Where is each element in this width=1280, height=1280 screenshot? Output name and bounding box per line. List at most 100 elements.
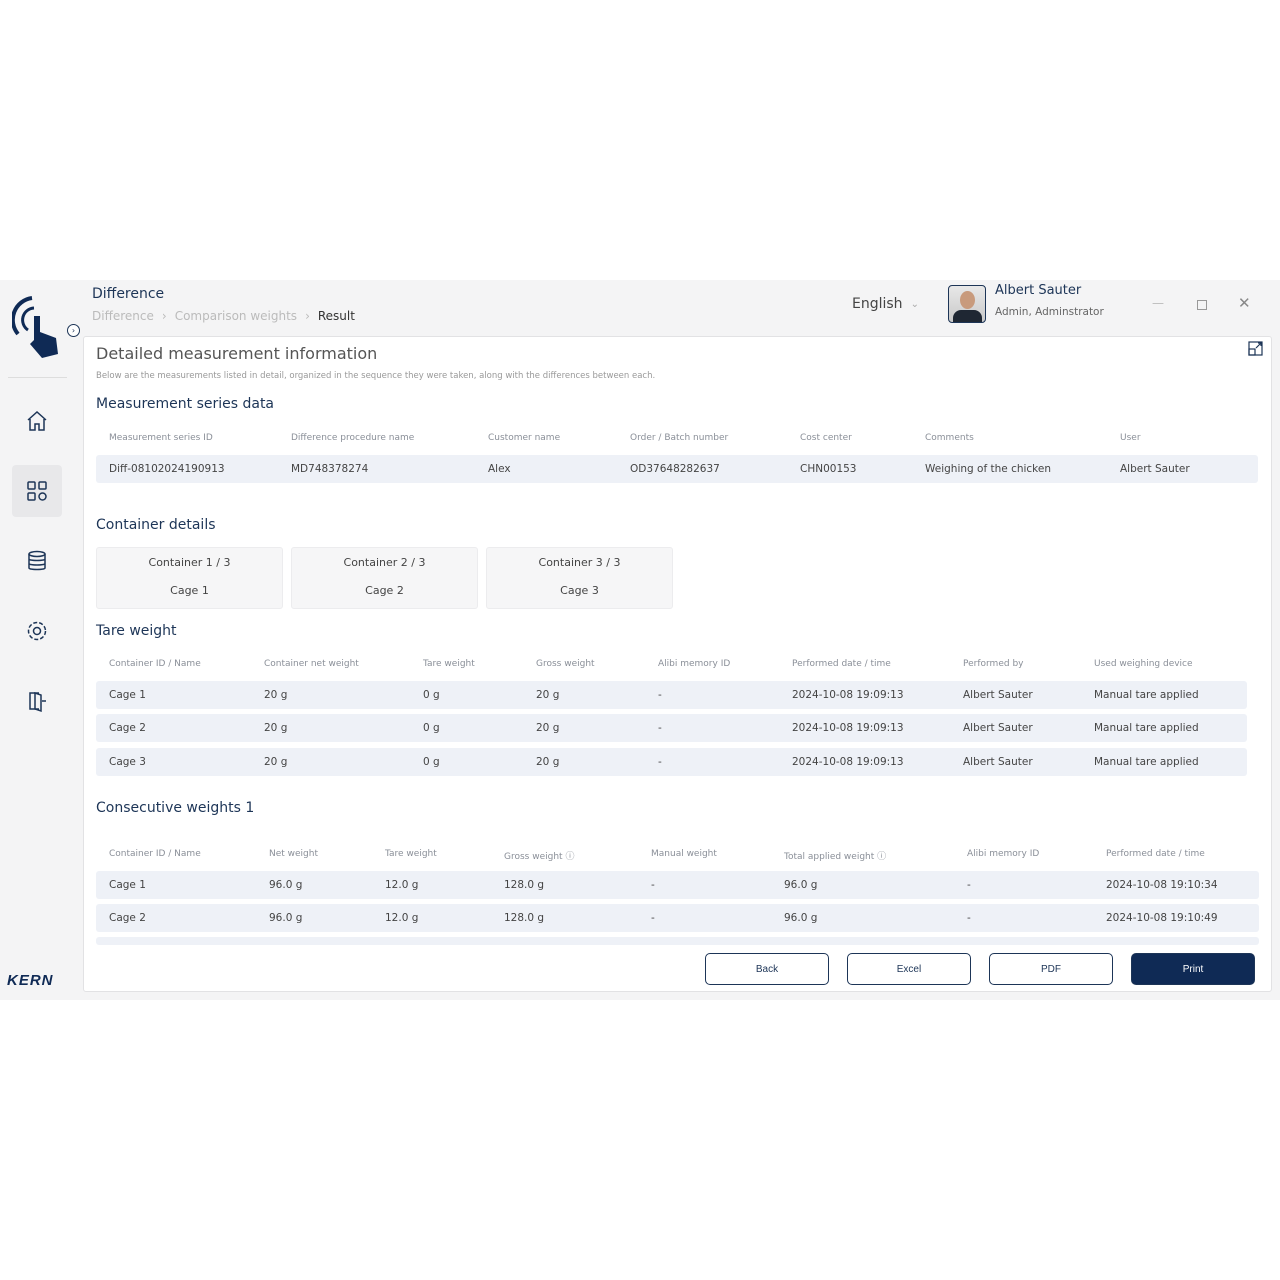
container-label: Container 2 / 3 xyxy=(343,556,426,569)
column-header: Manual weight xyxy=(651,849,717,859)
chevron-right-icon: › xyxy=(305,309,310,323)
table-cell: - xyxy=(967,912,971,924)
settings-icon xyxy=(27,621,47,641)
page-subtitle: Below are the measurements listed in det… xyxy=(96,371,656,381)
home-icon xyxy=(27,410,47,431)
minimize-button[interactable]: — xyxy=(1152,296,1164,310)
language-label: English xyxy=(852,296,903,312)
table-cell: - xyxy=(658,722,662,734)
table-cell: 2024-10-08 19:09:13 xyxy=(792,722,904,734)
table-cell: Cage 2 xyxy=(109,722,146,734)
close-button[interactable]: ✕ xyxy=(1238,294,1251,312)
table-cell: 20 g xyxy=(264,756,288,768)
column-header: Order / Batch number xyxy=(630,433,729,443)
back-button[interactable]: Back xyxy=(705,953,829,985)
table-cell: OD37648282637 xyxy=(630,463,720,475)
window-title: Difference xyxy=(92,286,165,302)
sidebar-item-logout[interactable] xyxy=(12,675,62,727)
breadcrumb: Difference › Comparison weights › Result xyxy=(92,309,355,323)
container-name: Cage 2 xyxy=(365,584,404,597)
table-cell: Cage 1 xyxy=(109,689,146,701)
sidebar-item-settings[interactable] xyxy=(12,605,62,657)
table-cell: 20 g xyxy=(536,722,560,734)
sidebar-item-database[interactable] xyxy=(12,535,62,587)
table-cell: 2024-10-08 19:09:13 xyxy=(792,756,904,768)
column-header: Performed by xyxy=(963,659,1024,669)
table-cell: Manual tare applied xyxy=(1094,689,1199,701)
table-cell: - xyxy=(651,879,655,891)
column-header: Comments xyxy=(925,433,974,443)
sidebar-item-dashboard[interactable] xyxy=(12,465,62,517)
expand-icon[interactable] xyxy=(1248,341,1263,356)
column-header: Alibi memory ID xyxy=(658,659,731,669)
table-cell: 96.0 g xyxy=(784,879,818,891)
container-card[interactable]: Container 2 / 3 Cage 2 xyxy=(291,547,478,609)
column-header: Difference procedure name xyxy=(291,433,415,443)
table-cell: MD748378274 xyxy=(291,463,369,475)
column-header: Performed date / time xyxy=(1106,849,1205,859)
table-row xyxy=(96,748,1247,776)
table-cell: 96.0 g xyxy=(269,879,303,891)
table-cell: 2024-10-08 19:09:13 xyxy=(792,689,904,701)
container-name: Cage 1 xyxy=(170,584,209,597)
column-header: User xyxy=(1120,433,1141,443)
user-name: Albert Sauter xyxy=(995,283,1082,298)
container-name: Cage 3 xyxy=(560,584,599,597)
breadcrumb-comparison-weights[interactable]: Comparison weights xyxy=(174,309,298,323)
table-row xyxy=(96,871,1259,899)
sidebar-item-home[interactable] xyxy=(12,395,62,447)
table-cell: Diff-08102024190913 xyxy=(109,463,225,475)
chevron-right-icon: › xyxy=(161,309,167,323)
table-row xyxy=(96,455,1258,483)
column-header: Net weight xyxy=(269,849,319,859)
table-cell: 12.0 g xyxy=(385,912,419,924)
column-header: Gross weight xyxy=(536,659,595,669)
table-cell: 2024-10-08 19:10:49 xyxy=(1106,912,1218,924)
column-header: Customer name xyxy=(488,433,561,443)
pdf-button[interactable]: PDF xyxy=(989,953,1113,985)
table-row-partial xyxy=(96,937,1259,945)
table-cell: Albert Sauter xyxy=(963,722,1033,734)
kern-logo: KERN xyxy=(7,972,54,989)
table-cell: Alex xyxy=(488,463,511,475)
database-icon xyxy=(28,550,46,571)
table-row xyxy=(96,681,1247,709)
user-role: Admin, Adminstrator xyxy=(995,306,1104,318)
avatar[interactable] xyxy=(948,285,986,323)
breadcrumb-result: Result xyxy=(317,309,355,323)
column-header: Total applied weight ⓘ xyxy=(784,852,887,862)
column-header: Used weighing device xyxy=(1094,659,1193,669)
table-cell: 20 g xyxy=(536,756,560,768)
consecutive-heading: Consecutive weights 1 xyxy=(96,800,255,816)
column-header: Cost center xyxy=(800,433,852,443)
maximize-button[interactable] xyxy=(1197,300,1207,310)
table-cell: Manual tare applied xyxy=(1094,722,1199,734)
table-cell: 12.0 g xyxy=(385,879,419,891)
table-cell: - xyxy=(967,879,971,891)
table-cell: 20 g xyxy=(264,689,288,701)
table-cell: Cage 2 xyxy=(109,912,146,924)
dashboard-icon xyxy=(27,481,47,501)
breadcrumb-difference[interactable]: Difference xyxy=(92,309,154,323)
column-header: Measurement series ID xyxy=(109,433,213,443)
column-header: Performed date / time xyxy=(792,659,891,669)
container-card[interactable]: Container 3 / 3 Cage 3 xyxy=(486,547,673,609)
table-cell: 0 g xyxy=(423,689,440,701)
table-cell: Cage 3 xyxy=(109,756,146,768)
info-icon[interactable]: ⓘ xyxy=(562,852,575,862)
expand-sidebar-button[interactable]: › xyxy=(67,324,80,337)
column-header: Gross weight ⓘ xyxy=(504,852,575,862)
container-label: Container 3 / 3 xyxy=(538,556,621,569)
tare-heading: Tare weight xyxy=(96,623,177,639)
divider xyxy=(8,377,67,378)
excel-button[interactable]: Excel xyxy=(847,953,971,985)
chevron-down-icon: ⌄ xyxy=(910,298,919,310)
print-button[interactable]: Print xyxy=(1131,953,1255,985)
container-card[interactable]: Container 1 / 3 Cage 1 xyxy=(96,547,283,609)
info-icon[interactable]: ⓘ xyxy=(874,852,887,862)
language-select[interactable]: English ⌄ xyxy=(852,296,919,312)
table-cell: - xyxy=(658,689,662,701)
table-cell: CHN00153 xyxy=(800,463,857,475)
table-cell: 0 g xyxy=(423,722,440,734)
column-header: Container ID / Name xyxy=(109,659,201,669)
